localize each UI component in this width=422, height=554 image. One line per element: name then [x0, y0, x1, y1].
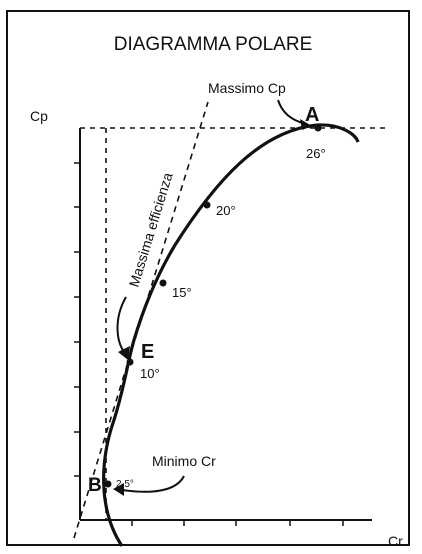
polar-curve [102, 123, 360, 547]
massimo-cp-label: Massimo Cp [208, 80, 286, 96]
y-axis-ticks [74, 162, 80, 477]
angle-label-26: 26° [306, 146, 326, 161]
point-e-letter: E [141, 341, 154, 363]
minimo-cr-arrow [113, 475, 185, 496]
massima-efficienza-arrow [116, 296, 130, 360]
point-20 [203, 201, 211, 209]
point-b [104, 480, 112, 488]
x-axis-label: Cr [388, 533, 403, 549]
x-axis-ticks [131, 520, 344, 526]
point-a-letter: A [305, 104, 319, 126]
point-b-letter: B [88, 475, 102, 496]
minimo-cr-label: Minimo Cr [152, 453, 216, 469]
massimo-cp-arrow [277, 99, 312, 130]
angle-label-10: 10° [140, 366, 160, 381]
angle-label-20: 20° [216, 203, 236, 218]
point-a [314, 124, 322, 132]
y-axis-label: Cp [30, 108, 48, 124]
diagram-title: DIAGRAMMA POLARE [114, 34, 313, 55]
point-e [126, 358, 134, 366]
point-15 [159, 279, 167, 287]
angle-label-2-5: 2.5° [116, 479, 134, 490]
angle-label-15: 15° [172, 285, 192, 300]
diagram-frame [6, 10, 410, 546]
